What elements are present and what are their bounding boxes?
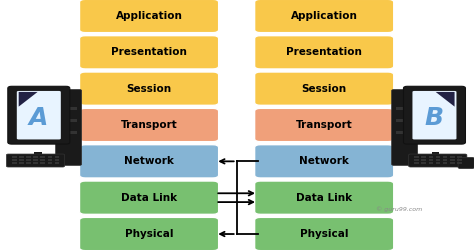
Bar: [40, 162, 45, 164]
Text: © guru99.com: © guru99.com: [376, 207, 422, 212]
Text: Network: Network: [299, 156, 349, 166]
Bar: [443, 159, 447, 161]
Text: Transport: Transport: [121, 120, 177, 130]
Bar: [414, 159, 419, 161]
FancyBboxPatch shape: [80, 36, 219, 69]
Bar: [12, 156, 17, 158]
Bar: [19, 156, 24, 158]
Text: Data Link: Data Link: [121, 193, 177, 203]
Bar: [26, 156, 31, 158]
Bar: [19, 162, 24, 164]
FancyBboxPatch shape: [255, 36, 394, 69]
Polygon shape: [18, 92, 37, 107]
Bar: [47, 159, 52, 161]
FancyBboxPatch shape: [255, 108, 394, 142]
FancyBboxPatch shape: [255, 181, 394, 214]
FancyBboxPatch shape: [255, 0, 394, 33]
Bar: [19, 159, 24, 161]
FancyBboxPatch shape: [80, 0, 219, 33]
Bar: [421, 159, 426, 161]
Bar: [432, 152, 439, 159]
FancyBboxPatch shape: [17, 91, 61, 140]
Bar: [34, 152, 42, 159]
Bar: [55, 162, 59, 164]
Polygon shape: [436, 92, 455, 107]
Text: Physical: Physical: [300, 229, 348, 239]
FancyBboxPatch shape: [255, 72, 394, 105]
Bar: [47, 162, 52, 164]
Bar: [40, 156, 45, 158]
Bar: [443, 156, 447, 158]
FancyBboxPatch shape: [255, 217, 394, 250]
Bar: [425, 158, 446, 160]
Text: Physical: Physical: [125, 229, 173, 239]
FancyBboxPatch shape: [403, 86, 465, 144]
Bar: [33, 156, 38, 158]
Bar: [414, 162, 419, 164]
Bar: [457, 162, 462, 164]
Bar: [421, 156, 426, 158]
Bar: [396, 119, 413, 122]
Bar: [428, 159, 433, 161]
Bar: [443, 162, 447, 164]
Bar: [396, 131, 413, 134]
Bar: [60, 107, 77, 110]
Bar: [12, 162, 17, 164]
FancyBboxPatch shape: [55, 90, 82, 166]
Bar: [396, 107, 413, 110]
FancyBboxPatch shape: [80, 217, 219, 250]
Bar: [40, 159, 45, 161]
Text: Session: Session: [301, 84, 347, 94]
Bar: [27, 158, 48, 160]
Text: Network: Network: [124, 156, 174, 166]
FancyBboxPatch shape: [80, 72, 219, 105]
Bar: [436, 162, 440, 164]
FancyBboxPatch shape: [80, 108, 219, 142]
Bar: [47, 156, 52, 158]
Bar: [450, 159, 455, 161]
Bar: [414, 156, 419, 158]
Text: Presentation: Presentation: [111, 47, 187, 57]
FancyBboxPatch shape: [412, 91, 456, 140]
FancyBboxPatch shape: [80, 145, 219, 178]
Bar: [436, 159, 440, 161]
FancyBboxPatch shape: [458, 157, 474, 168]
Bar: [60, 119, 77, 122]
Text: Transport: Transport: [296, 120, 353, 130]
Bar: [450, 156, 455, 158]
Text: A: A: [29, 106, 48, 130]
Bar: [436, 156, 440, 158]
Bar: [33, 162, 38, 164]
FancyBboxPatch shape: [409, 154, 467, 167]
Bar: [60, 131, 77, 134]
Text: Data Link: Data Link: [296, 193, 352, 203]
Bar: [428, 156, 433, 158]
Text: Session: Session: [127, 84, 172, 94]
Bar: [26, 162, 31, 164]
Bar: [33, 159, 38, 161]
Text: Application: Application: [291, 11, 357, 21]
Bar: [450, 162, 455, 164]
Bar: [26, 159, 31, 161]
Bar: [55, 159, 59, 161]
FancyBboxPatch shape: [6, 154, 64, 167]
Bar: [421, 162, 426, 164]
Bar: [12, 159, 17, 161]
FancyBboxPatch shape: [80, 181, 219, 214]
FancyBboxPatch shape: [255, 145, 394, 178]
Text: B: B: [425, 106, 444, 130]
Text: Application: Application: [116, 11, 182, 21]
FancyBboxPatch shape: [8, 86, 70, 144]
Bar: [457, 156, 462, 158]
FancyBboxPatch shape: [392, 90, 418, 166]
Text: Presentation: Presentation: [286, 47, 362, 57]
Bar: [457, 159, 462, 161]
Bar: [55, 156, 59, 158]
Bar: [428, 162, 433, 164]
